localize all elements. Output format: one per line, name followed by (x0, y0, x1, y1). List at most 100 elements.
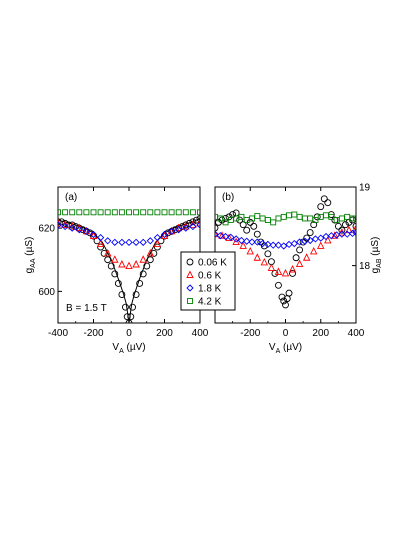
data-point (280, 242, 288, 250)
y-tick-label: 600 (38, 287, 55, 298)
data-point (285, 289, 293, 297)
data-point (182, 221, 190, 229)
data-point (264, 240, 272, 249)
legend-label: 4.2 K (198, 297, 222, 308)
data-point (338, 215, 345, 222)
data-point (136, 280, 144, 287)
data-point (146, 256, 154, 264)
data-point (254, 213, 261, 220)
data-point (125, 238, 133, 246)
data-point (349, 215, 356, 222)
data-point (309, 246, 318, 255)
data-point (250, 222, 258, 230)
legend-item: 4.2 K (187, 297, 222, 308)
data-point (161, 209, 168, 216)
panel-b-marks (215, 195, 356, 309)
data-point (338, 226, 346, 234)
data-point (96, 233, 105, 242)
field-annotation: B = 1.5 T (66, 303, 107, 314)
data-point (310, 221, 318, 229)
panel-b-ticks: -200 0 200 400 18 19 (214, 183, 371, 339)
data-point (275, 281, 282, 289)
data-point (118, 238, 126, 246)
data-point (104, 237, 112, 245)
data-point (232, 209, 240, 217)
data-point (125, 319, 133, 323)
data-point (114, 280, 122, 287)
data-point (232, 237, 240, 245)
data-point (317, 203, 325, 211)
data-point (280, 297, 288, 305)
x-tick-label: 0 (126, 328, 132, 339)
panel-a-y-axis-label: gAA (µS) (24, 237, 37, 274)
y-tick-label: 18 (359, 261, 371, 272)
data-point (324, 235, 332, 244)
data-point (146, 248, 155, 257)
x-tick-label: 200 (312, 328, 329, 339)
data-point (182, 224, 190, 232)
data-point (97, 243, 105, 251)
data-point (153, 239, 162, 247)
data-point (246, 246, 254, 255)
x-tick-label: 400 (192, 328, 209, 339)
data-point (100, 249, 108, 257)
legend-label: 0.06 K (198, 258, 227, 269)
data-point (217, 215, 224, 222)
data-point (126, 209, 132, 216)
data-point (331, 216, 339, 224)
data-point (147, 209, 154, 216)
data-point (129, 303, 137, 311)
x-label-unit: (µV) (124, 342, 146, 353)
legend-label: 1.8 K (198, 284, 222, 295)
data-point (168, 209, 175, 216)
data-point (216, 232, 224, 240)
panel-b-x-axis-label: VA (µV) (269, 342, 302, 355)
data-point (58, 218, 62, 226)
data-point (118, 259, 126, 268)
data-point (323, 212, 329, 219)
data-point (302, 253, 311, 261)
panel-b-label: (b) (222, 192, 234, 203)
data-point (75, 226, 83, 234)
data-point (127, 313, 135, 321)
data-point (111, 255, 119, 263)
data-point (286, 212, 292, 219)
data-point (291, 211, 298, 218)
data-point (306, 229, 314, 237)
panel-a: -400 -200 0 200 400 600 620 (a) B = 1.5 T VA (… (24, 186, 209, 355)
data-point (292, 254, 300, 262)
data-point (132, 291, 140, 298)
x-tick-label: -400 (48, 328, 68, 339)
data-point (264, 217, 271, 223)
data-point (153, 233, 162, 242)
panel-b: -200 0 200 400 18 19 (b) VA (µV) gAB (µS) (214, 183, 383, 355)
data-point (104, 256, 112, 264)
data-point (239, 221, 247, 229)
data-point (215, 229, 219, 238)
legend-marker (187, 298, 193, 304)
data-point (267, 263, 276, 271)
legend-marker (186, 270, 194, 278)
data-point (296, 213, 303, 220)
data-point (139, 255, 147, 263)
data-point (182, 209, 189, 216)
data-point (133, 209, 140, 216)
data-point (264, 250, 272, 258)
data-point (111, 270, 119, 278)
data-point (62, 209, 69, 216)
data-point (307, 215, 314, 222)
y-label-main: g (24, 268, 35, 274)
y-label-sub: AA (30, 258, 37, 268)
data-point (259, 215, 266, 222)
legend: 0.06 K 0.6 K 1.8 K 4.2 K (180, 251, 236, 311)
data-point (69, 209, 76, 216)
data-point (58, 221, 62, 229)
data-point (320, 195, 328, 203)
data-point (260, 257, 269, 266)
x-label-main: V (112, 342, 119, 353)
data-point (352, 222, 356, 230)
x-tick-label: -200 (83, 328, 103, 339)
data-point (103, 248, 112, 257)
data-point (61, 219, 69, 227)
data-point (338, 230, 346, 238)
